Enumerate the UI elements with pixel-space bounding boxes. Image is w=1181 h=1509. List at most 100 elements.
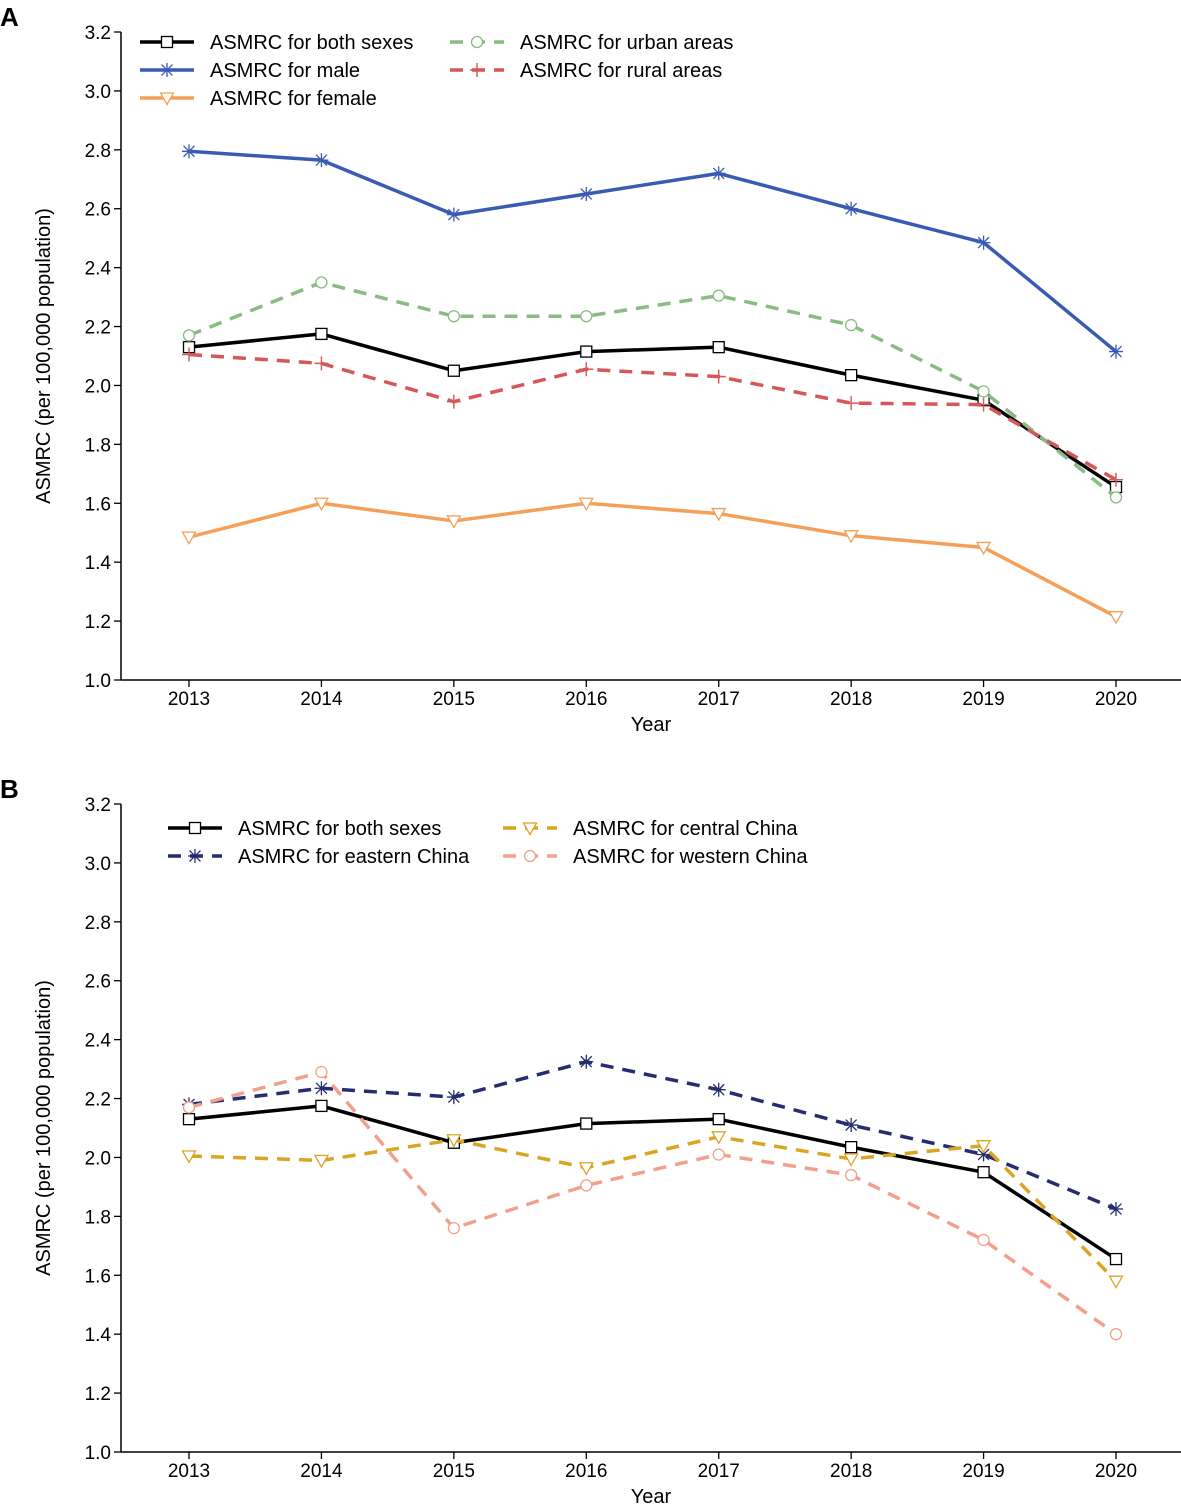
data-point [977, 1166, 990, 1179]
data-point [844, 396, 859, 411]
series-1 [182, 144, 1123, 359]
y-tick-label: 1.2 [85, 1384, 111, 1405]
data-point [843, 530, 859, 544]
x-tick-label: 2017 [698, 689, 740, 710]
data-point [313, 497, 330, 512]
data-point [578, 497, 594, 512]
data-point [844, 1168, 858, 1182]
data-point [1109, 472, 1123, 487]
y-tick-label: 2.4 [85, 259, 112, 280]
data-point [181, 531, 197, 545]
series-0 [182, 327, 1123, 494]
data-point [844, 1118, 859, 1133]
y-tick-label: 2.2 [85, 1090, 111, 1111]
data-point [182, 144, 196, 159]
data-point [578, 1162, 594, 1176]
data-point [182, 1101, 196, 1114]
data-point [182, 347, 196, 362]
legend-marker [160, 63, 174, 77]
series-1 [182, 1054, 1123, 1216]
legend-label: ASMRC for male [210, 60, 360, 82]
legend-item: ASMRC for male [140, 60, 360, 82]
legend-label: ASMRC for female [210, 88, 377, 110]
y-tick-label: 2.0 [85, 376, 111, 397]
data-point [844, 318, 858, 332]
series-4 [182, 347, 1123, 487]
data-point [447, 364, 461, 377]
data-point [182, 1113, 196, 1126]
data-point [976, 397, 991, 412]
data-point [977, 1233, 990, 1247]
series-2 [181, 497, 1124, 625]
series-line [188, 352, 1117, 482]
data-point [314, 153, 329, 168]
x-tick-label: 2017 [698, 1461, 740, 1482]
legend-label: ASMRC for urban areas [520, 32, 733, 54]
panel-b: B 1.0 1.2 1.4 1.6 1.8 2.0 2.2 2.4 2.6 2.8 3.0 3.2 201… [0, 774, 1181, 1508]
data-point [446, 394, 461, 409]
data-point [976, 1147, 991, 1162]
data-point [314, 356, 329, 371]
data-point [314, 1081, 329, 1096]
data-point [446, 207, 461, 222]
data-point [843, 1153, 859, 1167]
data-point [1109, 491, 1123, 504]
legend-item: ASMRC for female [140, 88, 377, 110]
x-tick-label: 2014 [300, 1461, 343, 1482]
legend-item: ASMRC for both sexes [140, 32, 413, 54]
y-tick-label: 2.4 [85, 1031, 112, 1052]
y-tick-label: 2.6 [85, 200, 111, 221]
data-point [1108, 1275, 1124, 1289]
legend-marker [160, 35, 174, 49]
data-point [181, 1150, 197, 1164]
legend-item: ASMRC for rural areas [450, 60, 722, 82]
data-point [446, 1090, 461, 1105]
series-2 [181, 1131, 1124, 1289]
data-point [315, 327, 328, 341]
data-point [315, 1065, 328, 1079]
y-axis-label: ASMRC (per 100,000 population) [33, 980, 55, 1276]
series-3 [182, 1065, 1123, 1341]
y-tick-label: 1.8 [85, 435, 111, 456]
data-point [1109, 344, 1123, 359]
x-tick-label: 2018 [830, 1461, 872, 1482]
data-point [446, 515, 462, 529]
x-tick-label: 2020 [1095, 689, 1137, 710]
data-point [712, 341, 725, 354]
data-point [446, 1134, 462, 1148]
data-point [844, 1140, 858, 1154]
x-tick-label: 2013 [168, 689, 210, 710]
x-axis-label: Year [631, 714, 672, 736]
data-point [977, 385, 990, 398]
data-point [580, 1179, 593, 1192]
legend-item: ASMRC for central China [503, 818, 798, 840]
y-tick-label: 2.6 [85, 972, 111, 993]
y-tick-label: 1.6 [85, 1266, 111, 1287]
data-point [1108, 611, 1124, 625]
series-3 [182, 276, 1123, 504]
data-point [1109, 1252, 1123, 1266]
x-tick-label: 2016 [565, 1461, 607, 1482]
data-point [315, 276, 328, 289]
legend-label: ASMRC for western China [573, 846, 808, 868]
data-point [182, 329, 196, 342]
x-tick-label: 2018 [830, 689, 872, 710]
panel-label: A [0, 2, 19, 32]
legend-label: ASMRC for both sexes [210, 32, 413, 54]
data-point [447, 1221, 461, 1235]
data-point [976, 235, 991, 250]
y-tick-label: 1.4 [85, 1325, 112, 1346]
x-tick-label: 2020 [1095, 1461, 1137, 1482]
x-tick-label: 2013 [168, 1461, 210, 1482]
y-tick-label: 3.0 [85, 82, 111, 103]
y-tick-label: 2.0 [85, 1148, 111, 1169]
y-tick-label: 2.8 [85, 141, 111, 162]
data-point [447, 310, 461, 323]
panel-a: A 1.0 1.2 1.4 1.6 1.8 2.0 2.2 2.4 2.6 2.8 3.0 3.2 201… [0, 2, 1181, 736]
legend: ASMRC for both sexes ASMRC for eastern Ch… [168, 818, 808, 868]
legend-marker [470, 35, 484, 49]
legend-label: ASMRC for central China [573, 818, 798, 840]
data-point [975, 541, 992, 556]
series-line [188, 332, 1117, 489]
